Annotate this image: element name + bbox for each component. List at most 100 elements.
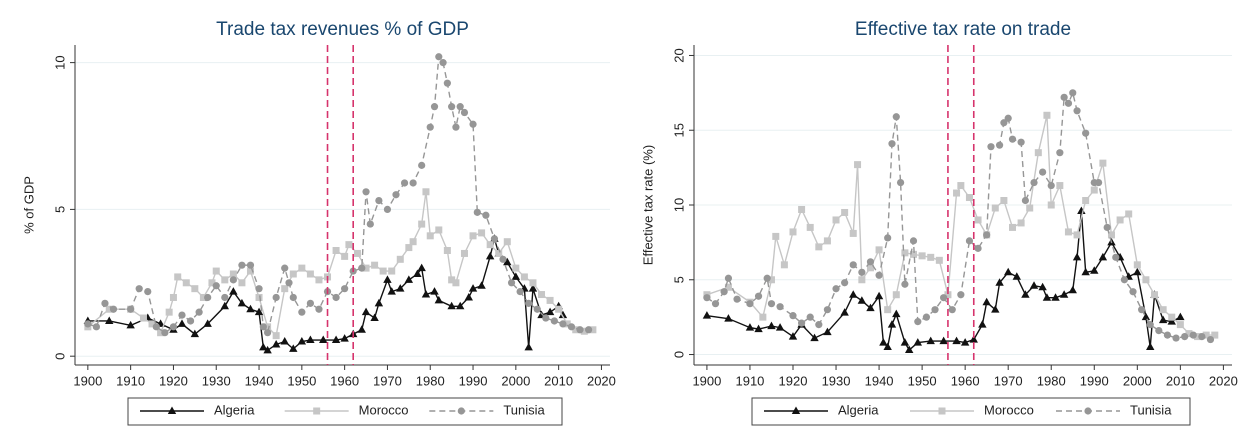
- marker: [913, 338, 923, 346]
- marker: [957, 182, 965, 190]
- chart-title: Effective tax rate on trade: [855, 19, 1071, 40]
- marker: [148, 320, 156, 328]
- marker: [1043, 111, 1051, 119]
- marker: [546, 296, 554, 304]
- marker: [92, 323, 100, 331]
- marker: [409, 238, 417, 246]
- marker: [1125, 210, 1133, 218]
- marker: [1084, 407, 1092, 415]
- marker: [953, 189, 961, 197]
- marker: [922, 313, 931, 321]
- marker: [464, 292, 473, 301]
- marker: [798, 319, 806, 327]
- marker: [127, 305, 135, 313]
- marker: [883, 342, 892, 351]
- legend-label: Tunisia: [503, 402, 545, 417]
- marker: [353, 249, 361, 257]
- marker: [542, 314, 550, 322]
- marker: [944, 291, 952, 299]
- marker: [1060, 93, 1068, 101]
- marker: [212, 282, 220, 290]
- marker: [281, 264, 289, 272]
- marker: [272, 293, 280, 302]
- x-tick-label: 2000: [1123, 373, 1152, 388]
- marker: [1133, 267, 1142, 276]
- marker: [858, 276, 866, 284]
- marker: [503, 238, 511, 246]
- marker: [746, 300, 754, 308]
- marker: [516, 288, 524, 296]
- marker: [533, 305, 541, 313]
- marker: [910, 250, 918, 258]
- marker: [341, 252, 349, 260]
- legend-label: Morocco: [359, 402, 409, 417]
- marker: [430, 287, 439, 295]
- marker: [1081, 267, 1090, 276]
- marker: [1059, 290, 1069, 298]
- marker: [221, 276, 229, 284]
- marker: [418, 161, 426, 169]
- marker: [167, 406, 177, 414]
- marker: [447, 301, 456, 310]
- marker: [1039, 168, 1047, 176]
- marker: [400, 179, 409, 187]
- x-tick-label: 1950: [908, 373, 937, 388]
- marker: [341, 285, 349, 293]
- marker: [935, 256, 943, 264]
- marker: [896, 178, 905, 187]
- marker: [237, 298, 247, 307]
- marker: [259, 323, 267, 331]
- marker: [306, 299, 314, 307]
- marker: [1017, 219, 1025, 227]
- marker: [1051, 293, 1060, 301]
- marker: [417, 263, 426, 272]
- marker: [1163, 331, 1172, 339]
- marker: [974, 216, 982, 224]
- marker: [195, 308, 203, 316]
- marker: [512, 264, 520, 272]
- marker: [1194, 333, 1202, 341]
- marker: [866, 264, 874, 272]
- marker: [503, 257, 512, 266]
- marker: [1090, 186, 1098, 194]
- marker: [392, 191, 400, 199]
- marker: [580, 327, 588, 335]
- marker: [1069, 89, 1077, 97]
- marker: [926, 336, 935, 345]
- marker: [315, 305, 323, 313]
- marker: [901, 280, 909, 288]
- marker: [152, 323, 160, 331]
- marker: [426, 123, 434, 131]
- legend-label: Tunisia: [1130, 402, 1172, 417]
- marker: [1017, 138, 1025, 146]
- y-tick-label: 0: [671, 351, 686, 358]
- marker: [767, 300, 776, 308]
- x-tick-label: 1970: [994, 373, 1023, 388]
- marker: [832, 216, 840, 224]
- marker: [255, 285, 263, 293]
- marker: [841, 208, 849, 216]
- marker: [927, 253, 935, 261]
- marker: [135, 285, 143, 293]
- marker: [298, 308, 306, 316]
- marker: [271, 339, 281, 348]
- x-tick-label: 1980: [1037, 373, 1066, 388]
- marker: [1034, 149, 1042, 157]
- series-line: [87, 54, 589, 335]
- x-tick-label: 1980: [416, 373, 445, 388]
- x-tick-label: 2000: [501, 373, 530, 388]
- marker: [331, 335, 341, 344]
- marker: [772, 232, 780, 240]
- x-tick-label: 1970: [373, 373, 402, 388]
- legend-label: Algeria: [214, 402, 255, 417]
- marker: [849, 290, 858, 298]
- marker: [1056, 149, 1064, 157]
- x-tick-label: 1960: [330, 373, 359, 388]
- marker: [1000, 197, 1008, 205]
- marker: [306, 335, 315, 344]
- marker: [776, 303, 784, 311]
- marker: [528, 284, 538, 292]
- y-tick-label: 0: [52, 353, 67, 360]
- chart-title: Trade tax revenues % of GDP: [216, 19, 469, 40]
